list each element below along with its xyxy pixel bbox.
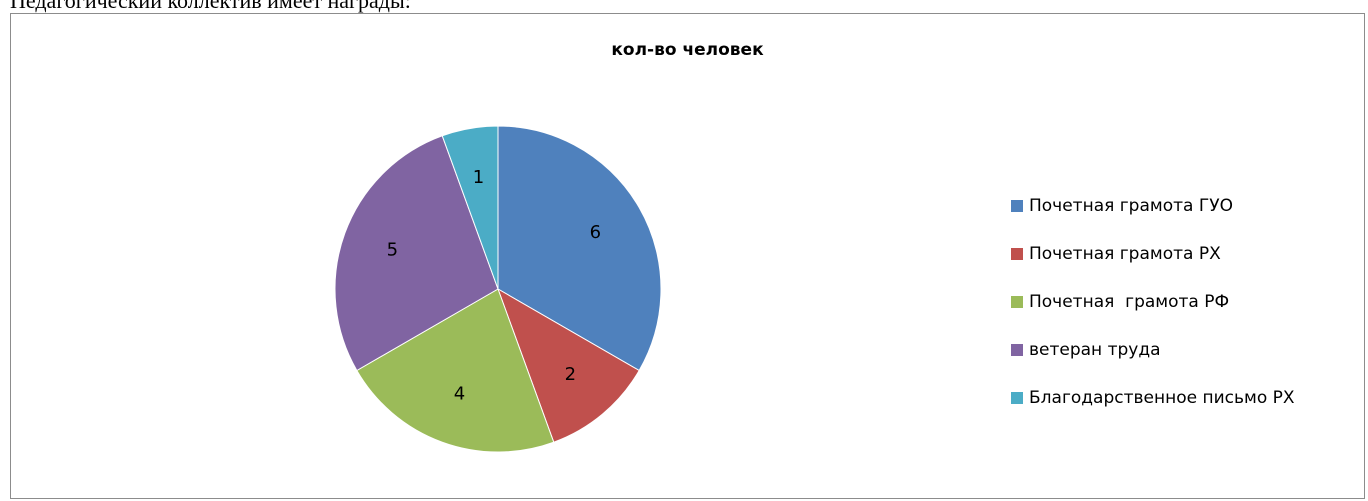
chart-legend: Почетная грамота ГУО Почетная грамота РХ П… [1011, 182, 1295, 422]
pie-data-label: 4 [454, 384, 465, 405]
legend-label: ветеран труда [1029, 340, 1161, 360]
legend-swatch [1011, 344, 1023, 356]
legend-label: Почетная грамота РФ [1029, 292, 1230, 312]
legend-swatch [1011, 248, 1023, 260]
chart-area: кол-во человек 6 2 4 5 1 Почетная грамота ГУ… [10, 13, 1365, 499]
legend-item: ветеран труда [1011, 326, 1295, 374]
legend-label: Почетная грамота ГУО [1029, 196, 1233, 216]
legend-label: Благодарственное письмо РХ [1029, 388, 1295, 408]
legend-item: Почетная грамота РХ [1011, 230, 1295, 278]
document-intro-text: Педагогический коллектив имеет награды: [10, 0, 411, 13]
pie-slice [441, 125, 499, 290]
pie-slice [497, 125, 662, 372]
pie-slice [334, 135, 499, 372]
legend-label: Почетная грамота РХ [1029, 244, 1221, 264]
chart-title: кол-во человек [611, 40, 764, 60]
legend-swatch [1011, 200, 1023, 212]
legend-swatch [1011, 392, 1023, 404]
legend-item: Почетная грамота РФ [1011, 278, 1295, 326]
legend-item: Благодарственное письмо РХ [1011, 374, 1295, 422]
legend-item: Почетная грамота ГУО [1011, 182, 1295, 230]
pie-chart: 6 2 4 5 1 [334, 125, 662, 453]
pie-data-label: 1 [473, 167, 484, 188]
pie-slice [497, 287, 640, 443]
pie-data-label: 2 [565, 364, 576, 385]
legend-swatch [1011, 296, 1023, 308]
pie-data-label: 6 [590, 222, 601, 243]
pie-slice [356, 288, 555, 453]
pie-data-label: 5 [387, 240, 398, 261]
